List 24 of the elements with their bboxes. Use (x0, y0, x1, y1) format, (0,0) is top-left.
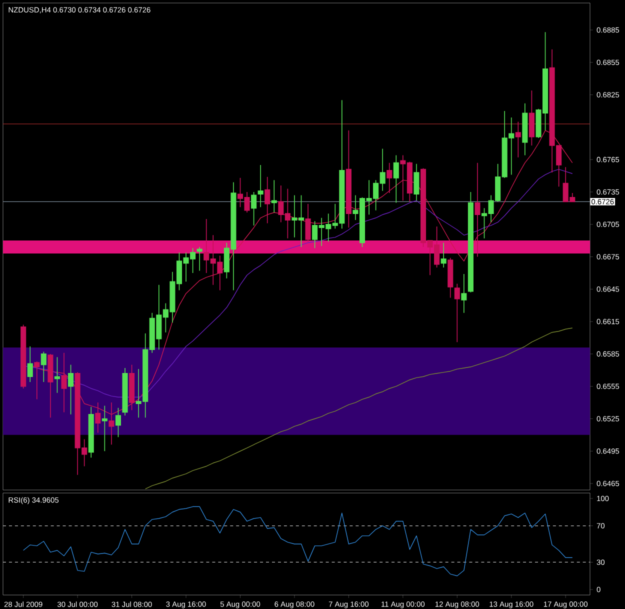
candlestick (271, 180, 277, 213)
candlestick (528, 90, 534, 146)
candlestick (393, 154, 399, 204)
candlestick (27, 346, 33, 382)
candlestick (34, 361, 40, 400)
candlestick (461, 274, 467, 314)
candlestick (305, 203, 311, 242)
candlestick (258, 164, 264, 208)
candlestick (440, 242, 446, 268)
candlestick (474, 162, 480, 258)
candlestick (20, 324, 26, 389)
candlestick (122, 368, 128, 416)
candlestick (264, 176, 270, 224)
candlestick (129, 364, 135, 410)
candlestick (522, 103, 528, 156)
candlestick (196, 246, 202, 272)
candlestick (414, 163, 420, 202)
candlestick (251, 192, 257, 226)
candlestick (40, 351, 46, 382)
candlestick (468, 192, 474, 293)
candlestick (88, 406, 94, 458)
candlestick (448, 257, 454, 298)
candlestick (386, 162, 392, 194)
candlestick (115, 408, 122, 438)
